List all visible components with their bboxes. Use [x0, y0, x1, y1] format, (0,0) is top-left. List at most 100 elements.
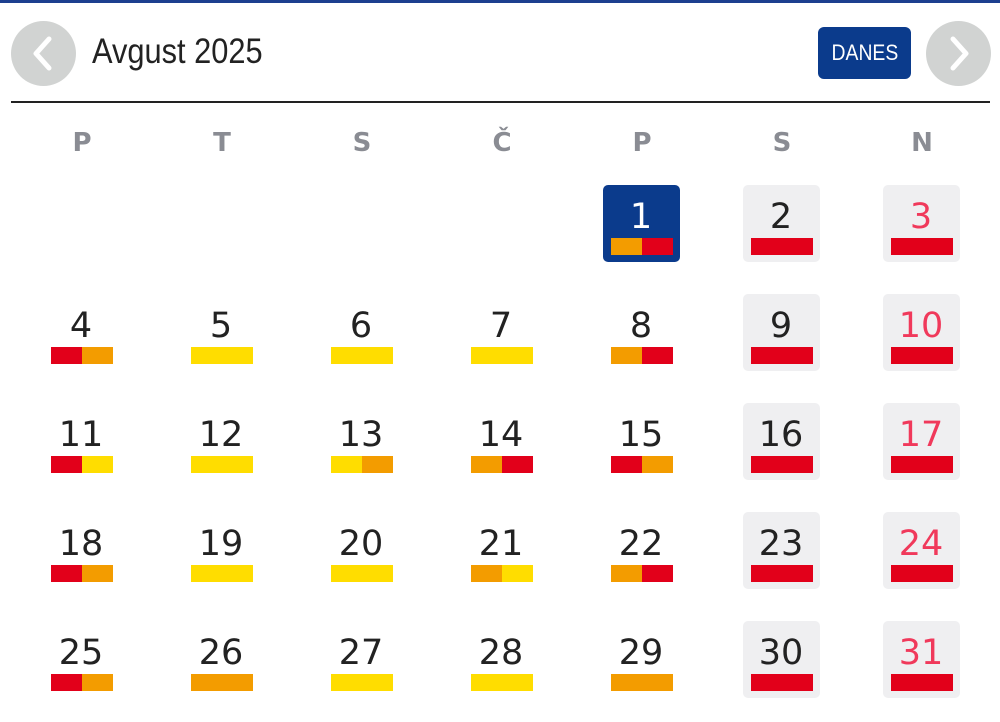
chevron-right-icon	[950, 36, 969, 71]
day-cell-23[interactable]: 23	[742, 512, 820, 589]
status-segment-yellow	[330, 347, 393, 364]
day-cell-13[interactable]: 13	[323, 403, 400, 480]
day-number: 26	[198, 633, 244, 673]
day-number: 5	[209, 306, 233, 346]
status-bar	[750, 456, 813, 473]
top-border	[0, 0, 1000, 3]
today-button[interactable]: DANES	[818, 27, 911, 79]
status-bar	[610, 674, 673, 691]
status-segment-red	[641, 238, 673, 255]
day-cell-26[interactable]: 26	[183, 621, 260, 698]
status-bar	[610, 347, 673, 364]
status-segment-orange	[361, 456, 393, 473]
status-segment-orange	[470, 565, 502, 582]
day-cell-22[interactable]: 22	[603, 512, 680, 589]
day-cell-16[interactable]: 16	[742, 403, 820, 480]
status-bar	[890, 347, 953, 364]
day-number: 12	[198, 415, 244, 455]
status-segment-red	[50, 347, 82, 364]
day-number: 4	[69, 306, 93, 346]
status-segment-red	[890, 347, 953, 364]
status-bar	[50, 565, 113, 582]
status-bar	[50, 347, 113, 364]
day-number: 6	[349, 306, 373, 346]
day-cell-10[interactable]: 10	[882, 294, 960, 371]
status-segment-red	[750, 456, 813, 473]
day-number: 21	[478, 524, 524, 564]
status-segment-orange	[190, 674, 253, 691]
status-bar	[890, 456, 953, 473]
day-cell-1[interactable]: 1	[602, 185, 680, 262]
day-number: 10	[898, 306, 944, 346]
status-segment-red	[610, 456, 642, 473]
status-segment-red	[50, 456, 82, 473]
day-number: 22	[618, 524, 664, 564]
status-bar	[750, 565, 813, 582]
day-cell-4[interactable]: 4	[43, 294, 120, 371]
day-cell-7[interactable]: 7	[463, 294, 540, 371]
day-cell-8[interactable]: 8	[603, 294, 680, 371]
status-bar	[470, 565, 533, 582]
status-bar	[190, 674, 253, 691]
status-segment-yellow	[190, 347, 253, 364]
day-cell-24[interactable]: 24	[882, 512, 960, 589]
next-month-button[interactable]	[926, 21, 991, 86]
day-cell-25[interactable]: 25	[43, 621, 120, 698]
day-cell-2[interactable]: 2	[742, 185, 820, 262]
day-cell-3[interactable]: 3	[882, 185, 960, 262]
status-bar	[50, 456, 113, 473]
status-segment-orange	[610, 238, 642, 255]
weekday-label: S	[772, 128, 792, 158]
status-bar	[330, 565, 393, 582]
day-cell-30[interactable]: 30	[742, 621, 820, 698]
day-cell-6[interactable]: 6	[323, 294, 400, 371]
status-segment-red	[750, 347, 813, 364]
day-cell-17[interactable]: 17	[882, 403, 960, 480]
day-cell-18[interactable]: 18	[43, 512, 120, 589]
day-cell-14[interactable]: 14	[463, 403, 540, 480]
day-cell-20[interactable]: 20	[323, 512, 400, 589]
status-segment-red	[641, 347, 673, 364]
day-cell-12[interactable]: 12	[183, 403, 260, 480]
day-number: 24	[898, 524, 944, 564]
day-cell-27[interactable]: 27	[323, 621, 400, 698]
status-segment-orange	[81, 347, 113, 364]
day-number: 25	[58, 633, 104, 673]
day-number: 30	[758, 633, 804, 673]
day-number: 28	[478, 633, 524, 673]
status-segment-yellow	[190, 456, 253, 473]
status-segment-yellow	[190, 565, 253, 582]
weekday-label: P	[72, 128, 92, 158]
day-cell-11[interactable]: 11	[43, 403, 120, 480]
prev-month-button[interactable]	[11, 21, 76, 86]
status-segment-yellow	[330, 674, 393, 691]
day-cell-31[interactable]: 31	[882, 621, 960, 698]
day-number: 9	[769, 306, 793, 346]
status-segment-red	[501, 456, 533, 473]
status-bar	[470, 456, 533, 473]
day-cell-9[interactable]: 9	[742, 294, 820, 371]
day-cell-28[interactable]: 28	[463, 621, 540, 698]
status-bar	[610, 565, 673, 582]
status-bar	[190, 456, 253, 473]
status-segment-orange	[610, 674, 673, 691]
status-segment-yellow	[330, 456, 362, 473]
day-cell-5[interactable]: 5	[183, 294, 260, 371]
day-number: 20	[338, 524, 384, 564]
day-number: 18	[58, 524, 104, 564]
status-segment-red	[50, 674, 82, 691]
month-title: Avgust 2025	[92, 32, 263, 71]
header-divider	[11, 101, 990, 103]
day-number: 13	[338, 415, 384, 455]
day-cell-29[interactable]: 29	[603, 621, 680, 698]
day-number: 2	[769, 197, 793, 237]
day-number: 3	[909, 197, 933, 237]
status-bar	[890, 238, 953, 255]
status-bar	[50, 674, 113, 691]
status-bar	[750, 238, 813, 255]
day-cell-19[interactable]: 19	[183, 512, 260, 589]
day-cell-15[interactable]: 15	[603, 403, 680, 480]
status-segment-red	[750, 674, 813, 691]
day-cell-21[interactable]: 21	[463, 512, 540, 589]
weekday-label: P	[632, 128, 652, 158]
